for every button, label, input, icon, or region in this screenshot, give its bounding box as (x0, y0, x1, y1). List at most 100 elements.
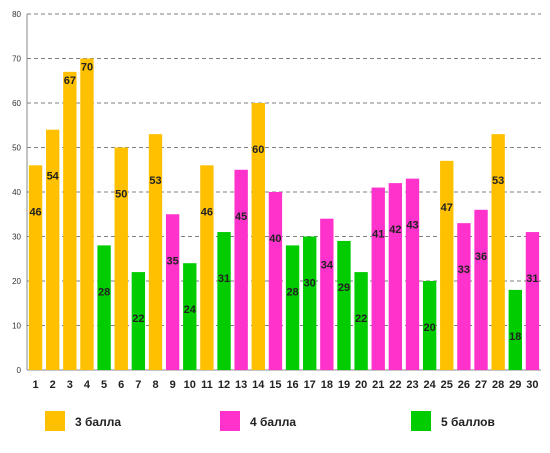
y-tick-label: 20 (12, 277, 21, 286)
bar (371, 187, 385, 370)
y-tick-label: 60 (12, 99, 21, 108)
x-tick-label: 11 (201, 379, 213, 391)
x-tick-label: 24 (424, 379, 437, 391)
data-label: 28 (286, 286, 298, 298)
x-tick-label: 30 (526, 379, 538, 391)
bar (354, 272, 368, 370)
x-tick-label: 21 (372, 379, 384, 391)
y-tick-label: 0 (17, 366, 22, 375)
x-tick-label: 26 (458, 379, 470, 391)
y-tick-label: 50 (12, 144, 21, 153)
bar (200, 165, 214, 370)
data-label: 24 (184, 304, 197, 316)
data-label: 29 (338, 282, 350, 294)
data-label: 28 (98, 286, 110, 298)
x-tick-label: 22 (389, 379, 401, 391)
x-tick-label: 1 (33, 379, 39, 391)
bar (131, 272, 146, 370)
bar (165, 214, 180, 370)
bar (285, 245, 300, 370)
data-label: 42 (389, 224, 401, 236)
data-label: 46 (201, 206, 213, 218)
legend-label: 3 балла (75, 415, 121, 429)
bar (508, 289, 522, 370)
x-tick-label: 17 (304, 379, 316, 391)
bar (80, 58, 94, 370)
x-tick-label: 12 (218, 379, 230, 391)
data-label: 53 (149, 175, 161, 187)
x-tick-label: 14 (252, 379, 265, 391)
bar (234, 169, 248, 370)
legend-label: 4 балла (250, 415, 296, 429)
x-tick-label: 18 (321, 379, 333, 391)
bar (97, 245, 111, 370)
x-tick-label: 7 (135, 379, 141, 391)
y-tick-label: 30 (12, 233, 21, 242)
bar (148, 134, 163, 370)
x-tick-label: 5 (101, 379, 107, 391)
bar (268, 192, 283, 370)
data-label: 46 (29, 206, 41, 218)
x-tick-label: 13 (235, 379, 247, 391)
data-label: 18 (509, 331, 521, 343)
data-label: 40 (269, 233, 281, 245)
legend-label: 5 баллов (441, 415, 495, 429)
y-tick-label: 40 (12, 188, 21, 197)
bar (388, 183, 403, 370)
x-tick-label: 2 (50, 379, 56, 391)
x-tick-label: 3 (67, 379, 73, 391)
x-tick-label: 28 (492, 379, 504, 391)
x-tick-label: 8 (152, 379, 158, 391)
x-tick-label: 19 (338, 379, 350, 391)
x-tick-label: 10 (184, 379, 196, 391)
bar (303, 236, 317, 370)
data-label: 31 (526, 273, 538, 285)
bar (46, 129, 60, 370)
data-label: 70 (81, 62, 93, 74)
data-label: 67 (64, 75, 76, 87)
bar (457, 223, 471, 370)
bar (405, 178, 420, 370)
data-label: 22 (132, 313, 144, 325)
y-tick-label: 70 (12, 55, 21, 64)
bar (491, 134, 505, 370)
data-label: 45 (235, 211, 247, 223)
x-tick-label: 25 (441, 379, 453, 391)
data-label: 20 (424, 322, 436, 334)
x-tick-label: 27 (475, 379, 487, 391)
x-tick-label: 20 (355, 379, 367, 391)
legend-swatch (411, 411, 431, 431)
data-label: 54 (47, 171, 60, 183)
bar (525, 232, 540, 370)
data-label: 30 (304, 278, 316, 290)
data-label: 43 (406, 220, 418, 232)
data-label: 50 (115, 189, 127, 201)
data-label: 60 (252, 144, 264, 156)
x-tick-label: 4 (84, 379, 91, 391)
data-label: 31 (218, 273, 230, 285)
data-label: 22 (355, 313, 367, 325)
legend-swatch (45, 411, 65, 431)
bar (251, 103, 265, 370)
x-tick-label: 23 (406, 379, 418, 391)
x-tick-label: 15 (269, 379, 281, 391)
bar (474, 209, 488, 370)
x-tick-label: 9 (170, 379, 176, 391)
x-tick-label: 6 (118, 379, 124, 391)
y-tick-label: 80 (12, 10, 21, 19)
x-tick-label: 16 (286, 379, 298, 391)
bar (440, 160, 454, 370)
bar (337, 240, 351, 370)
bar (114, 147, 128, 370)
data-label: 36 (475, 251, 487, 263)
bar (217, 232, 231, 370)
data-label: 34 (321, 260, 334, 272)
bar (422, 281, 437, 370)
y-tick-label: 10 (12, 322, 21, 331)
data-label: 35 (167, 255, 179, 267)
data-label: 47 (441, 202, 453, 214)
bar (28, 165, 43, 370)
x-tick-label: 29 (509, 379, 521, 391)
